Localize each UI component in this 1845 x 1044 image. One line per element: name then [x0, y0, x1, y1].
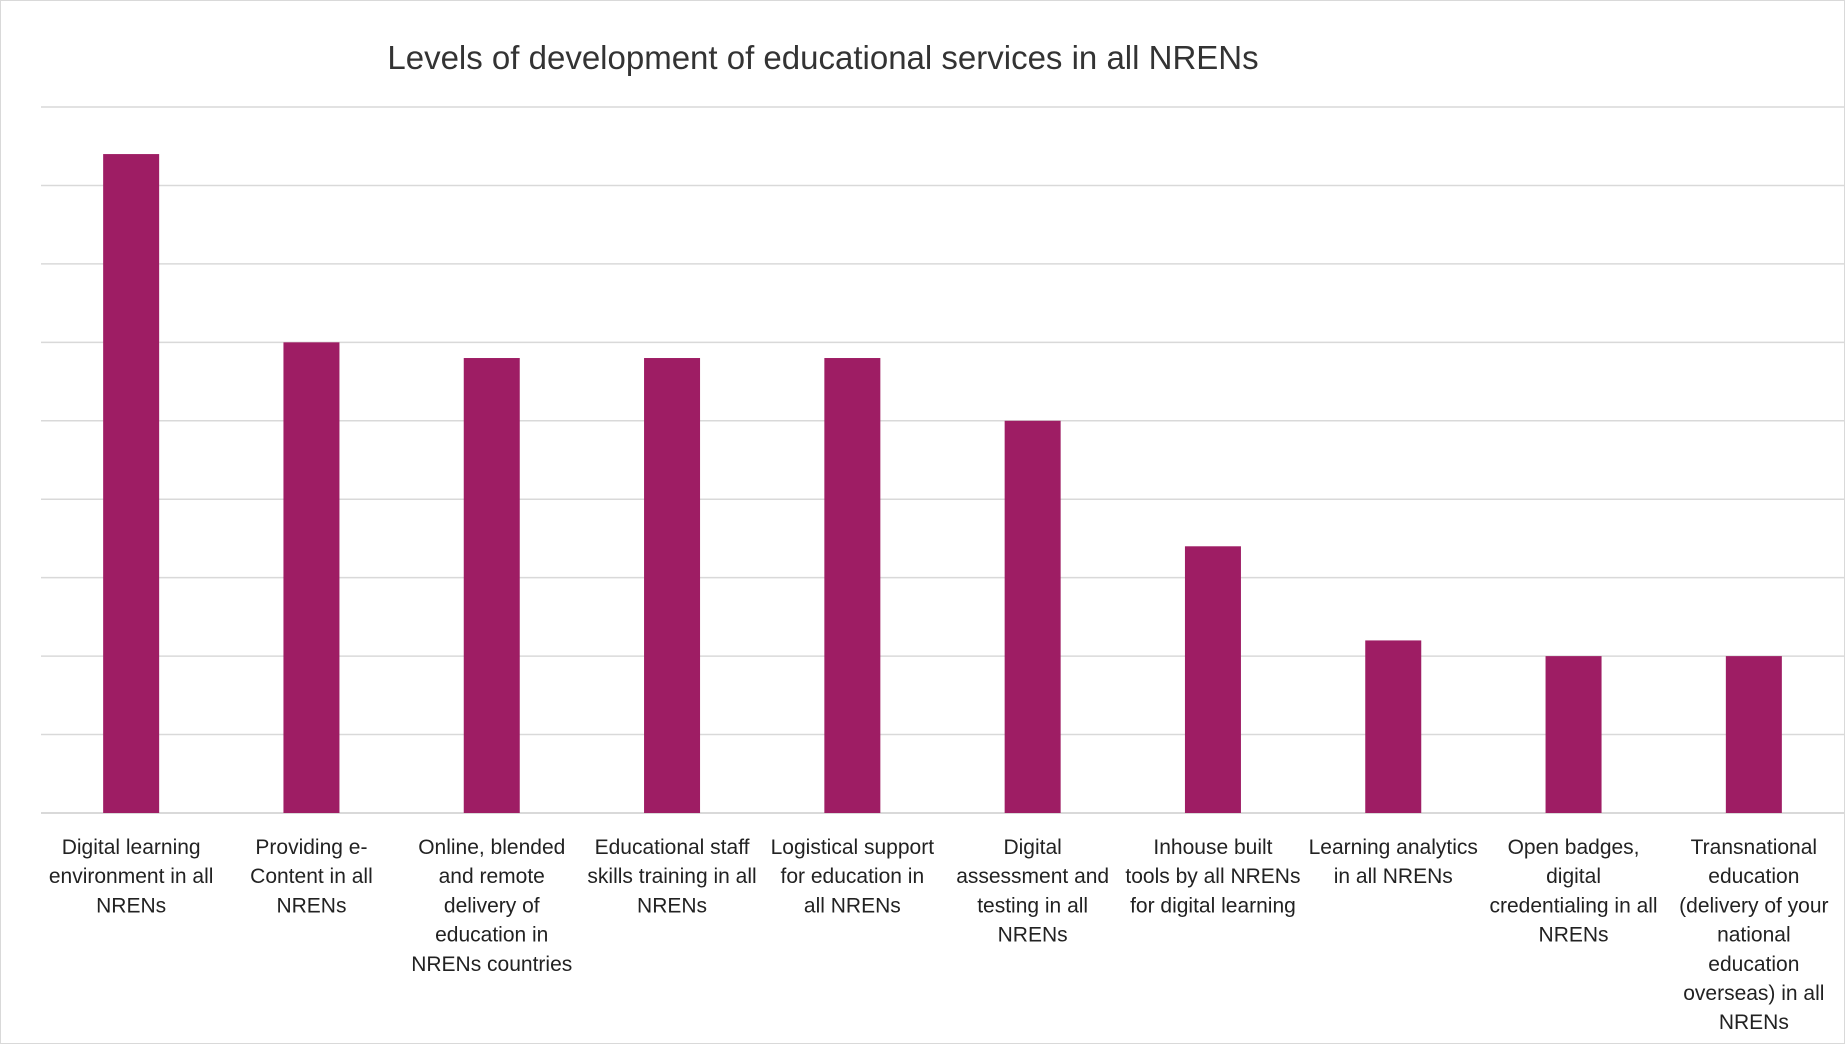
category-label: Providing e-Content in all NRENs	[250, 836, 373, 917]
bar	[1725, 656, 1782, 813]
category-label: Open badges, digital credentialing in all N…	[1489, 836, 1657, 947]
category-label: Digital learning environment in all NRENs	[49, 836, 214, 917]
bar	[463, 358, 520, 813]
gridlines	[41, 106, 1844, 814]
category-label: Educational staff skills training in all N…	[587, 836, 756, 917]
chart-title: Levels of development of educational ser…	[387, 39, 1258, 76]
category-label: Transnational education (delivery of your n…	[1679, 836, 1828, 1034]
bar	[1365, 640, 1422, 813]
category-label: Online, blended and remote delivery of educ…	[411, 836, 572, 976]
category-label: Learning analytics in all NRENs	[1309, 836, 1478, 888]
category-labels: Digital learning environment in all NRENs P…	[49, 836, 1829, 1034]
bar	[103, 154, 160, 814]
category-label: Inhouse built tools by all NRENs for digit…	[1125, 836, 1300, 917]
bar	[824, 358, 881, 813]
bar	[644, 358, 701, 813]
bar	[1004, 420, 1061, 813]
category-label: Logistical support for education in all NR…	[771, 836, 935, 917]
bar	[1545, 656, 1602, 813]
category-label: Digital assessment and testing in all NRENs	[956, 836, 1109, 947]
bar	[283, 342, 340, 813]
bar	[1184, 546, 1241, 813]
bars	[103, 154, 1782, 814]
